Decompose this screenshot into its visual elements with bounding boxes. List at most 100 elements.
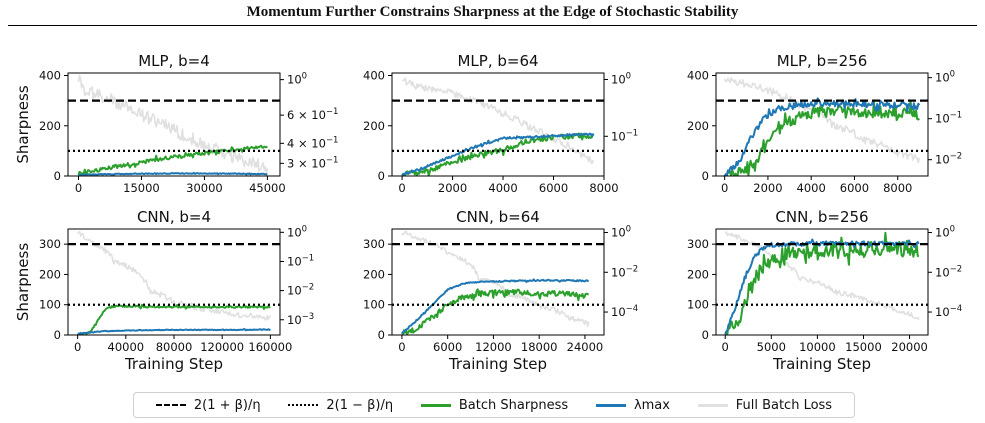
y-tick-label: 0 bbox=[54, 169, 61, 183]
plot-frame bbox=[67, 72, 281, 177]
x-axis-label: Training Step bbox=[124, 355, 223, 373]
y2-tick-label: 100 bbox=[611, 71, 631, 86]
x-tick-label: 18000 bbox=[521, 340, 558, 354]
legend-swatch-batch-sharpness bbox=[420, 403, 451, 407]
x-tick-label: 20000 bbox=[891, 340, 928, 354]
series-lambda bbox=[77, 328, 271, 335]
series-batch bbox=[725, 231, 920, 335]
x-tick-label: 2000 bbox=[438, 181, 467, 195]
y-tick-label: 200 bbox=[687, 267, 709, 281]
subplot-title: CNN, b=256 bbox=[775, 208, 868, 226]
y-tick-label: 200 bbox=[687, 119, 709, 133]
legend-label-upper-threshold: 2(1 + β)/η bbox=[193, 397, 261, 413]
x-tick-label: 0 bbox=[721, 181, 728, 195]
x-tick-label: 6000 bbox=[539, 181, 568, 195]
y-tick-label: 100 bbox=[39, 298, 61, 312]
y2-tick-label: 10−1 bbox=[611, 128, 638, 143]
legend-label-lambda-max: λmax bbox=[633, 397, 670, 413]
legend-item-upper-threshold: 2(1 + β)/η bbox=[155, 397, 261, 413]
legend-label-full-batch-loss: Full Batch Loss bbox=[735, 397, 833, 413]
series-batch bbox=[724, 99, 920, 176]
series-batch bbox=[77, 144, 268, 176]
y2-tick-label: 10−1 bbox=[935, 111, 962, 126]
series-loss bbox=[77, 231, 272, 321]
plot-frame bbox=[391, 72, 605, 177]
x-tick-label: 0 bbox=[75, 181, 82, 195]
y-tick-label: 0 bbox=[702, 328, 709, 342]
y2-tick-label: 10−2 bbox=[935, 264, 962, 279]
subplot-title: MLP, b=4 bbox=[138, 52, 210, 70]
y-tick-label: 0 bbox=[378, 328, 385, 342]
legend-label-lower-threshold: 2(1 − β)/η bbox=[326, 397, 394, 413]
x-tick-label: 4000 bbox=[797, 181, 826, 195]
plot-area bbox=[716, 77, 928, 176]
x-tick-label: 24000 bbox=[567, 340, 604, 354]
legend-item-batch-sharpness: Batch Sharpness bbox=[420, 397, 569, 413]
y-tick-label: 100 bbox=[687, 298, 709, 312]
plot-frame bbox=[715, 228, 929, 336]
y2-tick-label: 10−2 bbox=[611, 264, 638, 279]
legend: 2(1 + β)/η 2(1 − β)/η Batch Sharpness λm… bbox=[133, 392, 855, 418]
y2-tick-label: 3 × 10−1 bbox=[287, 155, 338, 170]
y2-tick-label: 6 × 10−1 bbox=[287, 107, 338, 122]
x-tick-label: 15000 bbox=[123, 181, 160, 195]
series-loss bbox=[723, 77, 921, 164]
x-tick-label: 10000 bbox=[799, 340, 836, 354]
x-tick-label: 0 bbox=[722, 340, 729, 354]
subplot-title: CNN, b=4 bbox=[137, 208, 211, 226]
x-tick-label: 0 bbox=[398, 340, 405, 354]
y-tick-label: 100 bbox=[363, 298, 385, 312]
y2-tick-label: 10−2 bbox=[287, 283, 314, 298]
y-tick-label: 200 bbox=[363, 119, 385, 133]
series-batch bbox=[401, 288, 589, 335]
series-batch bbox=[77, 303, 271, 335]
y-tick-label: 200 bbox=[39, 119, 61, 133]
legend-swatch-full-batch-loss bbox=[697, 403, 728, 407]
x-tick-label: 40000 bbox=[108, 340, 145, 354]
y2-tick-label: 10−3 bbox=[287, 312, 314, 327]
y2-tick-label: 10−4 bbox=[611, 304, 638, 319]
series-lambda bbox=[723, 97, 921, 176]
y-tick-label: 0 bbox=[54, 328, 61, 342]
y-tick-label: 0 bbox=[702, 169, 709, 183]
plot-frame bbox=[391, 228, 605, 336]
x-tick-label: 8000 bbox=[883, 181, 912, 195]
figure-title: Momentum Further Constrains Sharpness at… bbox=[246, 4, 739, 20]
y-tick-label: 300 bbox=[687, 237, 709, 251]
x-tick-label: 30000 bbox=[186, 181, 223, 195]
legend-swatch-lambda-max bbox=[595, 403, 626, 407]
plot-area bbox=[716, 231, 928, 335]
subplot-6: 0 5000 10000 15000 20000 0 100 200 300 100 10−2 10−… bbox=[687, 208, 962, 373]
subplot-4: 0 40000 80000 120000 160000 0 100 200 300 100 10−1… bbox=[14, 208, 314, 373]
plot-area bbox=[68, 74, 280, 176]
x-tick-label: 5000 bbox=[757, 340, 786, 354]
y-tick-label: 400 bbox=[363, 69, 385, 83]
x-tick-label: 8000 bbox=[589, 181, 618, 195]
legend-label-batch-sharpness: Batch Sharpness bbox=[458, 397, 569, 413]
y-axis-label: Sharpness bbox=[14, 243, 32, 321]
series-lambda bbox=[401, 132, 595, 176]
series-lambda bbox=[78, 171, 268, 176]
legend-item-lower-threshold: 2(1 − β)/η bbox=[288, 398, 393, 413]
x-tick-label: 6000 bbox=[840, 181, 869, 195]
x-tick-label: 12000 bbox=[475, 340, 512, 354]
y-axis-label: Sharpness bbox=[14, 85, 32, 163]
series-loss bbox=[724, 231, 920, 321]
plot-area bbox=[392, 77, 604, 176]
series-loss bbox=[77, 74, 269, 174]
x-tick-label: 6000 bbox=[433, 340, 462, 354]
y2-tick-label: 100 bbox=[287, 224, 307, 239]
x-tick-label: 0 bbox=[74, 340, 81, 354]
legend-swatch-dashed bbox=[155, 404, 186, 406]
y2-tick-label: 100 bbox=[935, 225, 955, 240]
x-tick-label: 45000 bbox=[249, 181, 286, 195]
y-tick-label: 400 bbox=[687, 69, 709, 83]
x-tick-label: 160000 bbox=[248, 340, 292, 354]
series-lambda bbox=[401, 278, 590, 335]
y2-tick-label: 4 × 10−1 bbox=[287, 135, 338, 150]
legend-item-full-batch-loss: Full Batch Loss bbox=[697, 397, 833, 413]
y2-tick-label: 100 bbox=[611, 225, 631, 240]
y-tick-label: 300 bbox=[39, 237, 61, 251]
series-loss bbox=[401, 77, 595, 165]
